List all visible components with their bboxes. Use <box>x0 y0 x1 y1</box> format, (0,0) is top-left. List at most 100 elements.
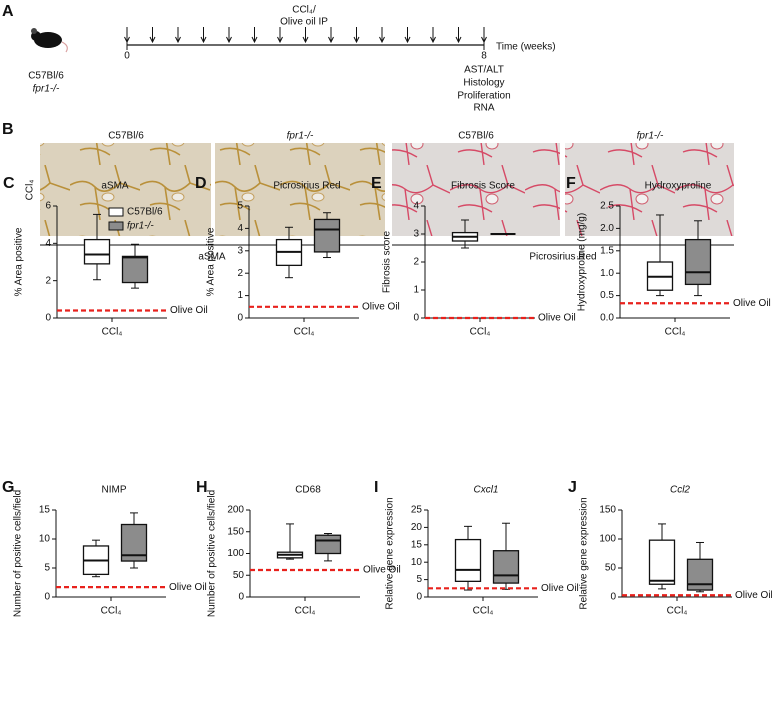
reference-label: Olive Oil <box>170 305 208 316</box>
y-tick-label: 6 <box>45 201 51 212</box>
y-axis-label: Number of positive cells/field <box>13 490 24 617</box>
time-start: 0 <box>124 51 130 62</box>
arrow-head <box>328 36 334 44</box>
y-tick-label: 15 <box>39 505 51 516</box>
stain-label: Picrosirius Red <box>529 252 596 263</box>
y-tick-label: 4 <box>45 238 51 249</box>
reference-label: Olive Oil <box>538 313 576 324</box>
reference-label: Olive Oil <box>735 590 772 601</box>
readout: Histology <box>463 78 504 89</box>
legend-swatch <box>108 207 124 217</box>
panel-letter: D <box>195 175 207 192</box>
y-tick-label: 0 <box>45 313 51 324</box>
y-tick-label: 5 <box>44 563 50 574</box>
box <box>314 534 342 555</box>
mouse-icon <box>31 28 68 53</box>
legend-label: C57Bl/6 <box>127 207 163 218</box>
y-tick-label: 2 <box>413 257 419 268</box>
chart-title: Hydroxyproline <box>645 181 712 192</box>
chart-title: Picrosirius Red <box>273 181 340 192</box>
y-tick-label: 15 <box>411 539 423 550</box>
arrow-head <box>379 36 385 44</box>
chart-title: Cxcl1 <box>473 485 498 496</box>
y-axis-label: Fibrosis score <box>382 230 393 293</box>
y-tick-label: 0 <box>238 592 244 603</box>
timeline <box>124 27 487 50</box>
y-tick-label: 4 <box>237 223 243 234</box>
y-tick-label: 1.5 <box>600 245 614 256</box>
time-end: 8 <box>481 51 487 62</box>
panel-letter: J <box>568 479 577 496</box>
y-tick-label: 150 <box>599 505 616 516</box>
box <box>684 238 712 286</box>
y-tick-label: 2.0 <box>600 223 614 234</box>
x-axis-label: CCl₄ <box>102 327 123 338</box>
y-tick-label: 100 <box>227 548 244 559</box>
y-tick-label: 25 <box>411 505 423 516</box>
box <box>313 218 341 253</box>
legend-label: fpr1-/- <box>127 221 154 232</box>
y-tick-label: 4 <box>413 201 419 212</box>
y-axis-label: Number of positive cells/field <box>207 490 218 617</box>
arrow-head <box>302 36 309 44</box>
panel-letter: C <box>3 175 15 192</box>
y-tick-label: 2 <box>237 268 243 279</box>
chart-title: NIMP <box>102 485 127 496</box>
y-tick-label: 150 <box>227 526 244 537</box>
y-tick-label: 0 <box>416 592 422 603</box>
y-tick-label: 1 <box>237 290 243 301</box>
legend-swatch <box>108 221 124 231</box>
y-axis-label: % Area positive <box>206 227 217 296</box>
y-tick-label: 5 <box>237 201 243 212</box>
y-axis-label: % Area positive <box>14 227 25 296</box>
readout: RNA <box>473 103 494 114</box>
y-axis-label: Relative gene expression <box>579 497 590 609</box>
y-tick-label: 200 <box>227 505 244 516</box>
reference-label: Olive Oil <box>363 565 401 576</box>
treatment: Olive oil IP <box>280 17 328 28</box>
x-axis-label: CCl₄ <box>473 606 494 617</box>
arrow-head <box>430 36 436 44</box>
y-tick-label: 5 <box>416 574 422 585</box>
y-tick-label: 0 <box>44 592 50 603</box>
panel-letter: H <box>196 479 208 496</box>
column-label: C57Bl/6 <box>108 131 144 142</box>
panel-letter: E <box>371 175 382 192</box>
column-label: fpr1-/- <box>637 131 664 142</box>
box <box>686 558 714 591</box>
readout: Proliferation <box>457 91 510 102</box>
x-axis-label: CCl₄ <box>665 327 686 338</box>
y-tick-label: 1.0 <box>600 268 614 279</box>
y-tick-label: 10 <box>411 557 423 568</box>
y-tick-label: 20 <box>411 522 423 533</box>
y-tick-label: 1 <box>413 285 419 296</box>
column-label: C57Bl/6 <box>458 131 494 142</box>
x-axis-label: CCl₄ <box>470 327 491 338</box>
micrograph-stain <box>40 143 211 236</box>
y-tick-label: 0 <box>237 313 243 324</box>
time-axis-label: Time (weeks) <box>496 42 556 53</box>
x-axis-label: CCl₄ <box>294 327 315 338</box>
x-axis-label: CCl₄ <box>295 606 316 617</box>
chart-title: Fibrosis Score <box>451 181 515 192</box>
micrograph-stain <box>565 143 734 236</box>
knockout: fpr1-/- <box>33 84 60 95</box>
y-axis-label: Hydroxyproline (mg/g) <box>577 213 588 311</box>
x-axis-label: CCl₄ <box>667 606 688 617</box>
y-axis-label: Relative gene expression <box>385 497 396 609</box>
arrow-head <box>124 36 130 44</box>
box <box>121 255 149 284</box>
arrow-head <box>200 36 207 44</box>
treatment: CCl₄/ <box>292 5 316 16</box>
column-label: fpr1-/- <box>287 131 314 142</box>
y-tick-label: 10 <box>39 534 51 545</box>
readout: AST/ALT <box>464 65 504 76</box>
chart-title: aSMA <box>101 181 129 192</box>
arrow-head <box>353 36 360 44</box>
y-tick-label: 100 <box>599 534 616 545</box>
arrow-head <box>404 36 411 44</box>
box <box>454 538 482 582</box>
panel-letter: B <box>2 121 14 138</box>
